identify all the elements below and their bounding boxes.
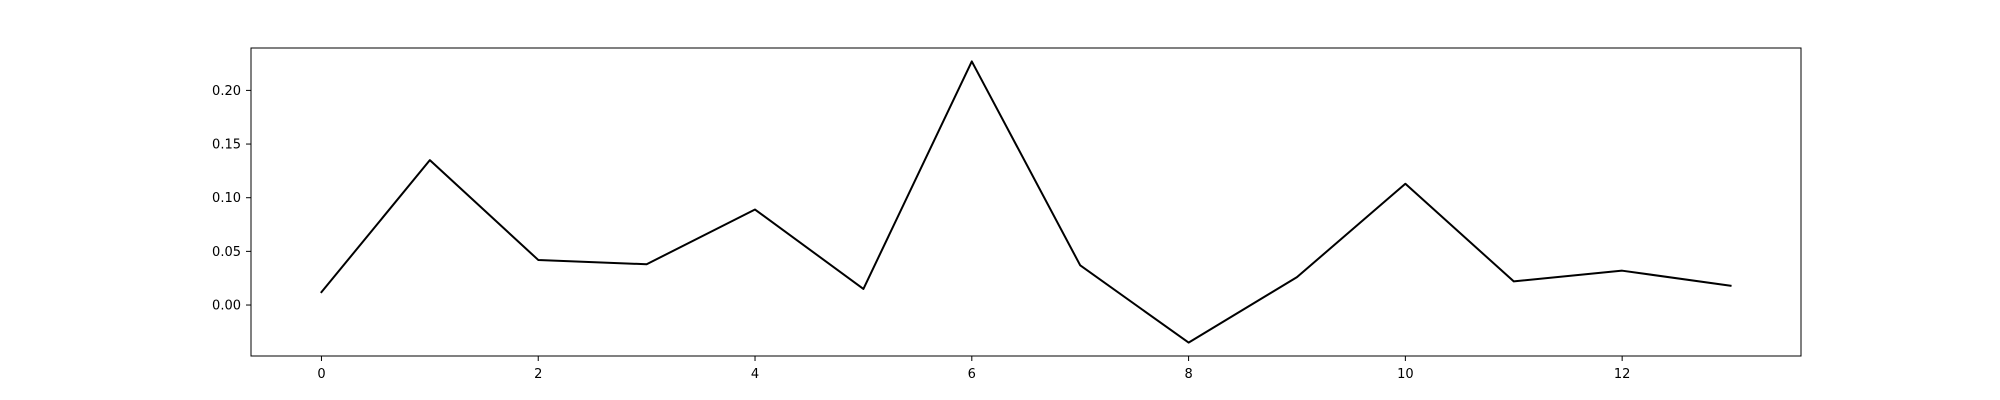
- series-layer: [320, 60, 1732, 344]
- y-tick-label: 0.15: [212, 138, 241, 153]
- y-tick-label: 0.05: [212, 245, 241, 260]
- x-tick-label: 8: [1184, 367, 1192, 382]
- x-tick-label: 0: [317, 367, 325, 382]
- series-line: [320, 60, 1732, 344]
- x-tick-label: 4: [751, 367, 759, 382]
- plot-area-frame: [250, 47, 1802, 357]
- y-axis-ticks: 0.00 0.05 0.10 0.15 0.20: [212, 84, 251, 314]
- y-tick-label: 0.20: [212, 84, 241, 99]
- y-tick-label: 0.00: [212, 299, 241, 314]
- x-tick-label: 12: [1614, 367, 1631, 382]
- x-axis-ticks: 0 2 4 6 8 10 12: [317, 356, 1630, 382]
- y-tick-label: 0.10: [212, 191, 241, 206]
- x-tick-label: 6: [968, 367, 976, 382]
- x-tick-label: 10: [1397, 367, 1414, 382]
- x-tick-label: 2: [534, 367, 542, 382]
